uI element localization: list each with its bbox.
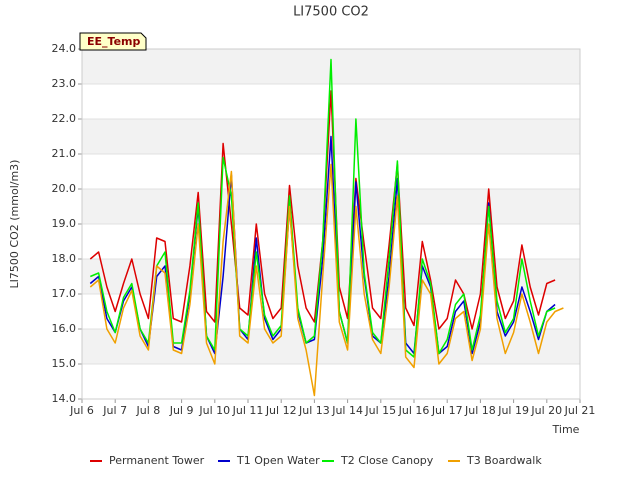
y-tick-label: 18.0	[52, 252, 77, 265]
chart-title: LI7500 CO2	[293, 5, 369, 20]
x-tick-label: Jul 9	[169, 404, 194, 417]
x-tick-label: Jul 14	[331, 404, 363, 417]
annotation-text: EE_Temp	[87, 35, 140, 48]
y-tick-label: 19.0	[52, 217, 77, 230]
series-line	[89, 163, 564, 397]
legend-label: T1 Open Water	[236, 454, 320, 467]
y-tick-label: 22.0	[52, 112, 77, 125]
x-tick-label: Jul 19	[497, 404, 529, 417]
x-tick-label: Jul 16	[398, 404, 430, 417]
grid-band	[82, 329, 580, 364]
x-tick-label: Jul 18	[464, 404, 496, 417]
grid-band	[82, 189, 580, 224]
x-tick-label: Jul 13	[298, 404, 330, 417]
annotation: EE_Temp	[79, 32, 147, 51]
series-line	[90, 58, 556, 358]
y-tick-label: 17.0	[52, 287, 77, 300]
legend-label: T3 Boardwalk	[466, 454, 542, 467]
plot-border	[81, 48, 581, 400]
annotation-box	[79, 32, 147, 51]
x-tick-label: Jul 7	[102, 404, 127, 417]
y-tick-label: 15.0	[52, 357, 77, 370]
legend-label: Permanent Tower	[109, 454, 205, 467]
legend-label: T2 Close Canopy	[340, 454, 434, 467]
y-tick-label: 20.0	[52, 182, 77, 195]
x-tick-label: Jul 8	[136, 404, 161, 417]
x-axis-label: Time	[552, 423, 580, 436]
y-tick-label: 21.0	[52, 147, 77, 160]
y-tick-label: 16.0	[52, 322, 77, 335]
x-tick-label: Jul 11	[232, 404, 264, 417]
x-tick-label: Jul 12	[265, 404, 297, 417]
x-tick-label: Jul 17	[431, 404, 463, 417]
y-tick-label: 24.0	[52, 42, 77, 55]
x-tick-label: Jul 21	[564, 404, 596, 417]
y-axis-label: LI7500 CO2 (mmol/m3)	[8, 160, 21, 289]
x-tick-label: Jul 20	[530, 404, 562, 417]
y-tick-label: 23.0	[52, 77, 77, 90]
x-tick-label: Jul 10	[198, 404, 230, 417]
x-tick-label: Jul 6	[69, 404, 94, 417]
y-tick-label: 14.0	[52, 392, 77, 405]
x-tick-label: Jul 15	[364, 404, 396, 417]
